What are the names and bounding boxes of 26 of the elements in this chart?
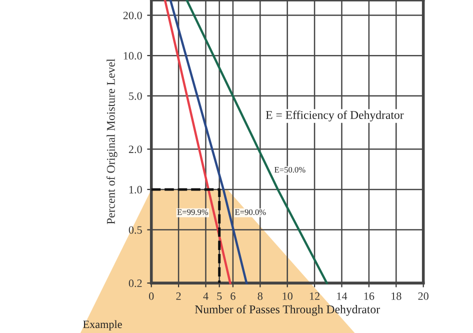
y-tick-label: 5.0 [129, 92, 142, 100]
x-tick-label: 8 [258, 292, 263, 300]
x-tick-label: 12 [310, 292, 320, 300]
y-axis-title: Percent of Original Moisture Level [106, 58, 118, 224]
series-label: E=50.0% [274, 166, 306, 173]
series-label: E=90.0% [235, 209, 266, 215]
x-tick-label: 0 [149, 292, 154, 300]
x-tick-label: 5 [217, 292, 222, 300]
x-tick-label: 4 [203, 292, 208, 300]
x-tick-label: 18 [392, 292, 402, 300]
y-tick-label: 2.0 [128, 146, 142, 154]
x-tick-label: 2 [176, 292, 181, 300]
x-tick-label: 14 [337, 292, 348, 300]
x-tick-label: 6 [230, 292, 236, 300]
y-tick-label: 20.0 [123, 12, 142, 20]
x-tick-label: 20 [418, 292, 428, 300]
series-label: E=99.9% [177, 209, 208, 215]
y-tick-label: 0.5 [128, 226, 142, 234]
y-tick-label: 10.0 [124, 52, 142, 60]
x-axis-title: Number of Passes Through Dehydrator [195, 304, 380, 316]
y-tick-label: 1.0 [129, 186, 142, 194]
x-tick-label: 16 [364, 292, 374, 300]
y-tick-label: 0.2 [128, 280, 142, 288]
x-tick-label: 10 [282, 292, 292, 300]
text: Example [83, 320, 122, 330]
annotation: E = Efficiency of Dehydrator [266, 110, 404, 122]
